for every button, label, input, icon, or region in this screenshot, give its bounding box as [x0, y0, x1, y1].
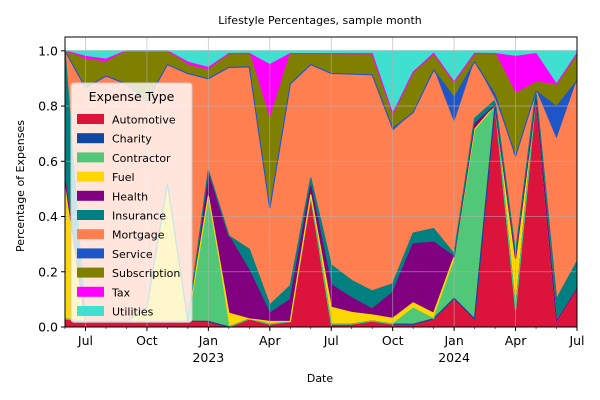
legend-swatch-utilities	[77, 306, 104, 316]
legend-label-utilities: Utilities	[112, 306, 154, 319]
legend-swatch-fuel	[77, 171, 104, 182]
y-tick-label: 0.6	[38, 154, 58, 169]
legend-label-service: Service	[112, 248, 153, 261]
legend-swatch-service	[77, 248, 104, 259]
x-tick-label: Oct	[382, 333, 404, 348]
legend-swatch-tax	[77, 286, 104, 297]
y-tick-label: 1.0	[38, 43, 58, 58]
x-tick-label: Jan	[443, 333, 463, 348]
x-tick-label: Jul	[568, 333, 584, 348]
legend-label-tax: Tax	[111, 286, 131, 299]
x-axis-ticks: Jul Oct Jan 2023 Apr Jul Oct Jan 2024 Apr Jul	[64, 327, 585, 365]
legend-swatch-health	[77, 190, 104, 201]
legend-label-fuel: Fuel	[112, 171, 135, 184]
x-tick-label: Jan	[198, 333, 218, 348]
legend-swatch-automotive	[77, 114, 104, 124]
legend-label-automotive: Automotive	[112, 114, 176, 127]
x-axis-label: Date	[307, 372, 334, 385]
legend-label-mortgage: Mortgage	[112, 229, 165, 242]
area-series-group	[65, 50, 577, 327]
legend-swatch-mortgage	[77, 229, 104, 240]
x-tick-label: Jul	[323, 333, 339, 348]
legend-swatch-insurance	[77, 210, 104, 220]
y-tick-label: 0.4	[38, 209, 58, 224]
plot-frame	[64, 36, 578, 328]
y-axis-ticks: 0.0 0.2 0.4 0.6 0.8 1.0	[38, 43, 65, 335]
x-tick-label: Apr	[505, 333, 527, 348]
x-tick-year-label: 2023	[192, 350, 224, 365]
y-axis-label: Percentage of Expenses	[14, 120, 27, 252]
legend-swatch-contractor	[77, 152, 104, 163]
x-tick-label: Jul	[77, 333, 93, 348]
legend-label-contractor: Contractor	[112, 152, 171, 165]
x-tick-label: Oct	[136, 333, 158, 348]
plot-area	[64, 36, 578, 328]
x-tick-label: Apr	[259, 333, 281, 348]
legend-label-subscription: Subscription	[112, 267, 180, 280]
legend-label-health: Health	[112, 190, 148, 203]
legend: Expense Type Automotive Charity Contractor F…	[70, 82, 193, 323]
x-tick-year-label: 2024	[438, 350, 470, 365]
chart-title: Lifestyle Percentages, sample month	[218, 14, 422, 27]
legend-title: Expense Type	[89, 89, 175, 104]
legend-swatch-subscription	[77, 267, 104, 278]
legend-swatch-charity	[77, 133, 104, 144]
legend-label-insurance: Insurance	[112, 210, 166, 223]
y-tick-label: 0.2	[38, 264, 58, 279]
legend-label-charity: Charity	[112, 133, 152, 146]
y-tick-label: 0.0	[38, 320, 58, 335]
y-tick-label: 0.8	[38, 99, 58, 114]
